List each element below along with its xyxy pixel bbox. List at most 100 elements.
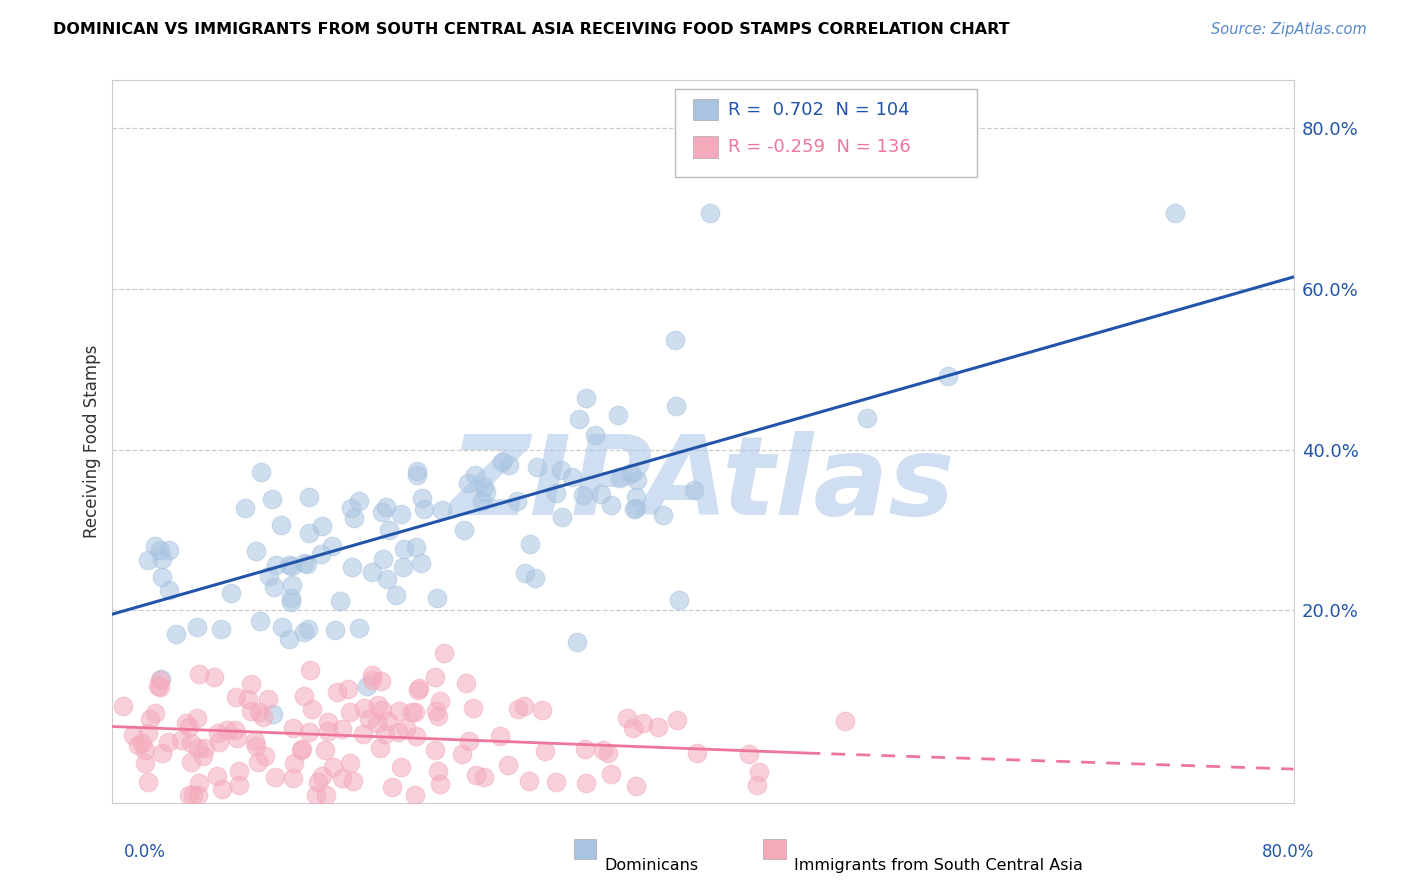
Point: [388, 704, 411, 718]
Point: [395, 721, 418, 735]
Point: [157, 542, 180, 557]
Point: [316, 714, 339, 729]
Point: [187, 788, 209, 802]
Point: [392, 541, 415, 556]
Point: [405, 540, 427, 554]
Point: [292, 624, 315, 639]
Point: [531, 703, 554, 717]
Point: [247, 705, 270, 719]
Point: [330, 771, 353, 785]
Point: [551, 510, 574, 524]
Point: [194, 740, 217, 755]
Point: [233, 500, 256, 515]
Point: [373, 727, 395, 741]
Text: R = -0.259  N = 136: R = -0.259 N = 136: [728, 138, 911, 156]
Point: [174, 716, 197, 731]
Point: [626, 474, 648, 488]
Point: [224, 723, 246, 737]
Point: [517, 774, 540, 789]
Point: [571, 488, 593, 502]
Point: [186, 620, 208, 634]
Point: [647, 720, 669, 734]
Point: [404, 788, 426, 802]
Point: [280, 594, 302, 608]
Point: [298, 525, 321, 540]
Point: [165, 626, 187, 640]
Point: [519, 537, 541, 551]
Point: [191, 749, 214, 764]
Point: [139, 712, 162, 726]
Point: [429, 776, 451, 790]
Point: [262, 707, 284, 722]
Point: [357, 712, 380, 726]
Point: [456, 676, 478, 690]
Point: [526, 460, 548, 475]
Point: [458, 734, 481, 748]
Point: [136, 552, 159, 566]
Point: [406, 468, 429, 483]
Point: [322, 759, 344, 773]
Point: [225, 731, 247, 745]
Point: [207, 735, 229, 749]
Point: [157, 735, 180, 749]
Point: [513, 699, 536, 714]
Point: [314, 743, 336, 757]
Point: [281, 721, 304, 735]
Point: [389, 760, 412, 774]
Point: [202, 670, 225, 684]
Point: [264, 558, 287, 573]
Point: [205, 769, 228, 783]
Point: [309, 547, 332, 561]
Point: [291, 742, 314, 756]
Point: [211, 622, 233, 636]
Point: [339, 756, 361, 770]
Text: 0.0%: 0.0%: [124, 843, 166, 861]
Point: [411, 491, 433, 505]
Point: [283, 756, 305, 770]
Point: [292, 556, 315, 570]
Point: [623, 501, 645, 516]
Point: [664, 333, 686, 347]
Point: [298, 490, 321, 504]
Point: [491, 455, 513, 469]
Point: [270, 620, 292, 634]
Point: [426, 764, 449, 778]
Point: [471, 494, 494, 508]
Point: [177, 720, 200, 734]
Point: [340, 559, 363, 574]
Point: [834, 714, 856, 728]
Point: [321, 539, 343, 553]
Point: [356, 679, 378, 693]
Point: [561, 469, 583, 483]
Point: [620, 466, 643, 480]
Point: [423, 670, 446, 684]
Point: [349, 621, 371, 635]
Point: [451, 747, 474, 762]
Point: [475, 485, 498, 500]
Point: [367, 698, 389, 712]
Point: [489, 730, 512, 744]
Point: [150, 673, 173, 687]
Point: [534, 744, 557, 758]
Point: [112, 698, 135, 713]
Point: [583, 428, 606, 442]
Point: [330, 722, 353, 736]
Point: [565, 635, 588, 649]
Point: [453, 523, 475, 537]
Point: [426, 591, 449, 605]
Point: [472, 770, 495, 784]
Point: [243, 734, 266, 748]
Point: [368, 740, 391, 755]
Point: [170, 732, 193, 747]
Point: [405, 729, 427, 743]
Point: [378, 523, 401, 537]
Point: [149, 680, 172, 694]
Point: [748, 764, 770, 779]
Text: ZIPAtlas: ZIPAtlas: [450, 432, 956, 539]
Point: [370, 703, 392, 717]
Point: [745, 779, 768, 793]
Point: [413, 501, 436, 516]
Point: [143, 706, 166, 720]
Point: [297, 622, 319, 636]
Point: [311, 769, 333, 783]
